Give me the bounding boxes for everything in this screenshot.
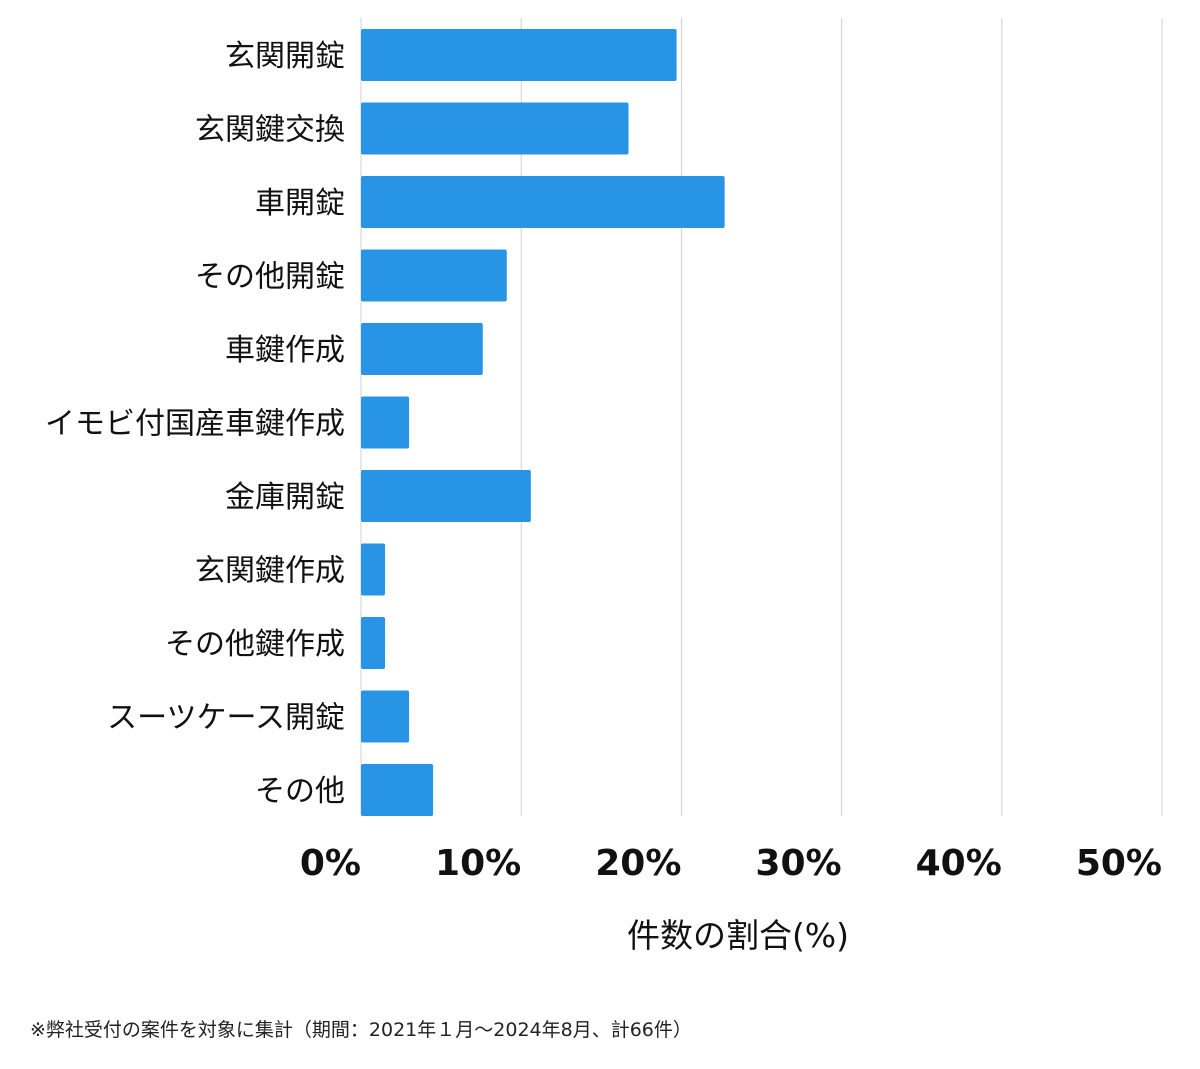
x-tick-label: 40% bbox=[916, 843, 1002, 884]
x-axis-title: 件数の割合(%) bbox=[627, 916, 849, 955]
category-label: スーツケース開錠 bbox=[107, 701, 345, 736]
category-label: 金庫開錠 bbox=[225, 480, 345, 515]
bar-chart: 0% 10% 20% 30% 40% 50% 玄関開錠玄関鍵交換車開錠その他開錠車鍵作成イモ… bbox=[45, 18, 1163, 955]
x-tick-label: 20% bbox=[595, 843, 681, 884]
bar bbox=[361, 470, 531, 522]
category-label: 玄関鍵作成 bbox=[195, 554, 345, 589]
bar bbox=[361, 617, 386, 669]
footnote: ※弊社受付の案件を対象に集計（期間：2021年１月〜2024年8月、計66件） bbox=[30, 1019, 692, 1041]
category-label: 玄関開錠 bbox=[225, 39, 345, 74]
bar bbox=[361, 29, 677, 81]
x-tick-label: 10% bbox=[435, 843, 521, 884]
bar bbox=[361, 176, 725, 228]
category-label: その他 bbox=[255, 774, 345, 809]
bar bbox=[361, 543, 386, 596]
x-tick-label: 50% bbox=[1076, 843, 1162, 884]
x-tick-label: 0% bbox=[300, 843, 361, 884]
category-label: 車鍵作成 bbox=[225, 333, 345, 368]
bar bbox=[361, 102, 629, 155]
bar bbox=[361, 690, 410, 743]
category-label: イモビ付国産車鍵作成 bbox=[45, 407, 345, 442]
x-tick-label: 30% bbox=[755, 843, 841, 884]
category-label: その他鍵作成 bbox=[165, 627, 345, 662]
category-label: その他開錠 bbox=[195, 260, 345, 295]
bar bbox=[361, 764, 434, 816]
category-label: 車開錠 bbox=[255, 186, 345, 221]
bar bbox=[361, 323, 483, 375]
bar bbox=[361, 249, 507, 302]
category-label: 玄関鍵交換 bbox=[195, 113, 345, 148]
bar bbox=[361, 396, 410, 449]
